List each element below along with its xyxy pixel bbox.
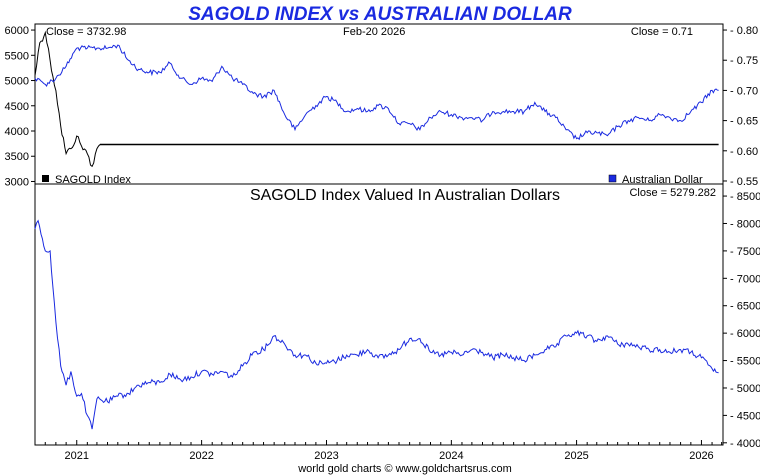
legend: SAGOLD Index Australian Dollar <box>42 174 703 186</box>
top-left-tick-label: 5000 <box>5 76 29 88</box>
bottom-right-tick-label: - 6000 <box>730 328 760 340</box>
top-left-tick-label: 4500 <box>5 101 29 113</box>
top-right-tick-label: - 0.80 <box>730 25 758 37</box>
bottom-panel-title: SAGOLD Index Valued In Australian Dollar… <box>250 187 560 204</box>
valued-in-aud-line <box>34 219 719 430</box>
legend-sagold-swatch <box>42 175 49 182</box>
bottom-right-tick-label: - 7500 <box>730 246 760 258</box>
x-tick-label: 2026 <box>689 450 713 462</box>
x-axis: 2021 2022 2023 2024 2025 2026 <box>34 440 723 462</box>
australian-dollar-line <box>34 44 719 141</box>
bottom-right-tick-label: - 5000 <box>730 383 760 395</box>
aud-close-label: Close = 0.71 <box>631 26 693 38</box>
sagold-index-line <box>34 30 101 168</box>
top-right-tick-label: - 0.65 <box>730 116 758 128</box>
legend-aud-label: Australian Dollar <box>622 174 703 186</box>
valued-close-label: Close = 5279.282 <box>629 187 716 199</box>
top-left-tick-label: 6000 <box>5 25 29 37</box>
chart-title: SAGOLD INDEX vs AUSTRALIAN DOLLAR <box>188 4 572 25</box>
bottom-right-tick-label: - 5500 <box>730 356 760 368</box>
legend-aud-swatch <box>608 174 617 183</box>
top-right-tick-label: - 0.70 <box>730 85 758 97</box>
top-right-tick-label: - 0.55 <box>730 176 758 188</box>
bottom-plot-frame <box>34 183 724 446</box>
x-tick-label: 2025 <box>564 450 588 462</box>
bottom-right-axis: - 4000 - 4500 - 5000 - 5500 - 6000 - 6500 - 70… <box>723 191 760 450</box>
bottom-right-tick-label: - 4500 <box>730 410 760 422</box>
bottom-right-tick-label: - 7000 <box>730 273 760 285</box>
footer-credit: world gold charts © www.goldchartsrus.co… <box>297 463 512 475</box>
top-right-axis: - 0.55 - 0.60 - 0.65 - 0.70 - 0.75 - 0.80 <box>723 25 758 188</box>
bottom-right-tick-label: - 8500 <box>730 191 760 203</box>
date-label: Feb-20 2026 <box>343 26 405 38</box>
top-left-axis: 3000 3500 4000 4500 5000 5500 6000 <box>5 25 35 188</box>
x-tick-label: 2024 <box>439 450 463 462</box>
legend-sagold-label: SAGOLD Index <box>55 174 131 186</box>
x-tick-label: 2021 <box>64 450 88 462</box>
top-left-tick-label: 4000 <box>5 126 29 138</box>
top-left-tick-label: 5500 <box>5 50 29 62</box>
bottom-right-tick-label: - 6500 <box>730 301 760 313</box>
top-left-tick-label: 3500 <box>5 151 29 163</box>
gold-close-label: Close = 3732.98 <box>46 26 126 38</box>
x-tick-label: 2023 <box>314 450 338 462</box>
top-right-tick-label: - 0.75 <box>730 55 758 67</box>
bottom-right-tick-label: - 4000 <box>730 438 760 450</box>
bottom-right-tick-label: - 8000 <box>730 218 760 230</box>
x-tick-label: 2022 <box>189 450 213 462</box>
top-right-tick-label: - 0.60 <box>730 146 758 158</box>
top-left-tick-label: 3000 <box>5 176 29 188</box>
